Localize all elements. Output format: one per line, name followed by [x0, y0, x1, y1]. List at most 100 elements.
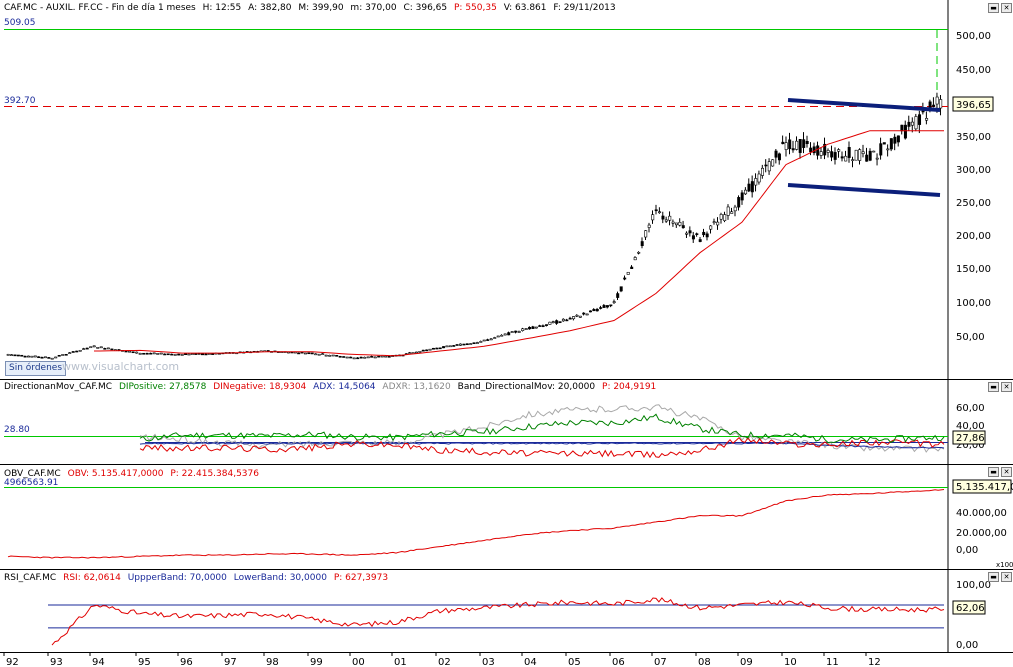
price-candle — [27, 355, 31, 358]
price-candle — [43, 356, 47, 359]
obv-pane-close-button[interactable]: ✕ — [1001, 467, 1012, 477]
price-candle — [830, 151, 834, 158]
price-candle — [138, 353, 142, 355]
last-price-box — [952, 96, 994, 112]
price-candle — [190, 353, 194, 355]
price-candle — [640, 241, 644, 246]
price-candle — [702, 231, 706, 236]
price-ytick: 150,00 — [956, 264, 991, 275]
price-candle — [623, 277, 627, 280]
dmi-last-label: 27,86 — [956, 433, 985, 444]
price-candle — [658, 211, 662, 214]
rsi-chart[interactable]: RSI_CAF.MC RSI: 62,0614 UppperBand: 70,0… — [0, 570, 1013, 653]
price-candle — [882, 142, 886, 145]
price-pane-close-button[interactable]: ✕ — [1001, 3, 1012, 13]
price-candle — [338, 355, 342, 358]
price-candle — [612, 301, 616, 303]
price-candle — [135, 351, 139, 354]
price-candle — [448, 345, 452, 348]
price-candle — [163, 353, 167, 356]
obv-last-label: 5.135.417,00 — [956, 482, 1013, 493]
price-candle — [16, 354, 20, 357]
price-candle — [805, 141, 809, 145]
price-candle — [681, 225, 685, 229]
price-candle — [479, 341, 483, 343]
price-ytick: 100,00 — [956, 298, 991, 309]
rsi-pane-close-button[interactable]: ✕ — [1001, 572, 1012, 582]
price-candle — [592, 309, 596, 312]
price-candle — [180, 354, 184, 356]
price-ytick: 250,00 — [956, 198, 991, 209]
dmi-chart[interactable]: DirectionanMov_CAF.MC DIPositive: 27,857… — [0, 380, 1013, 465]
dmi-ytick: 60,00 — [956, 403, 985, 414]
price-candle — [719, 214, 723, 220]
price-candle — [633, 257, 637, 261]
price-candle — [68, 352, 72, 354]
rsi-pane[interactable]: RSI_CAF.MC RSI: 62,0614 UppperBand: 70,0… — [0, 570, 1013, 653]
price-candle — [184, 353, 188, 356]
price-candle — [647, 224, 651, 228]
obv-pane[interactable]: OBV_CAF.MC OBV: 5.135.417,0000 P: 22.415… — [0, 465, 1013, 570]
price-candle — [921, 110, 925, 113]
price-chart[interactable]: CAF.MC - AUXIL. FF.CC - Fin de día 1 mes… — [0, 0, 1013, 380]
dmi-pane-close-button[interactable]: ✕ — [1001, 382, 1012, 392]
price-candle — [678, 221, 682, 226]
sin-ordenes-button[interactable]: Sin órdenes — [5, 361, 67, 376]
price-candle — [500, 334, 504, 337]
price-candle — [314, 353, 318, 356]
price-candle — [293, 351, 297, 354]
price-candle — [310, 352, 314, 355]
rsi-name: RSI_CAF.MC — [4, 573, 56, 583]
price-candle — [558, 321, 562, 323]
dmi-header: DirectionanMov_CAF.MC DIPositive: 27,857… — [4, 382, 656, 392]
price-pane[interactable]: CAF.MC - AUXIL. FF.CC - Fin de día 1 mes… — [0, 0, 1013, 380]
price-candle — [297, 352, 301, 355]
time-axis-label: 93 — [50, 657, 63, 667]
channel-top-line[interactable] — [787, 98, 941, 112]
dmi-pane-minimize-button[interactable]: ▬ — [988, 382, 999, 392]
price-candle — [110, 348, 114, 351]
price-candle — [910, 121, 914, 126]
dmi-pane[interactable]: DirectionanMov_CAF.MC DIPositive: 27,857… — [0, 380, 1013, 465]
time-axis-label: 03 — [482, 657, 495, 667]
channel-bottom-line[interactable] — [787, 183, 941, 197]
price-candle — [644, 230, 648, 238]
time-axis-label: 10 — [784, 657, 797, 667]
price-candle — [595, 309, 599, 312]
price-candle — [472, 342, 476, 345]
time-axis-label: 07 — [654, 657, 667, 667]
obv-pane-minimize-button[interactable]: ▬ — [988, 467, 999, 477]
price-candle — [359, 356, 363, 359]
price-candle — [331, 354, 335, 357]
price-candle — [545, 324, 549, 326]
price-candle — [777, 153, 781, 161]
dmi-ytick: 40,00 — [956, 421, 985, 432]
time-axis-label: 00 — [352, 657, 365, 667]
price-candle — [64, 354, 68, 356]
price-candle — [781, 141, 785, 145]
dmi-adxr: ADXR: 13,1620 — [382, 382, 451, 392]
price-candle — [754, 178, 758, 186]
price-candle — [744, 189, 748, 195]
price-candle — [85, 347, 89, 350]
price-candle — [798, 139, 802, 153]
price-candle — [764, 164, 768, 167]
price-candle — [345, 356, 349, 359]
price-candle — [903, 124, 907, 139]
price-pane-minimize-button[interactable]: ▬ — [988, 3, 999, 13]
price-candle — [166, 353, 170, 356]
price-candle — [844, 155, 848, 162]
price-candle — [840, 156, 844, 159]
price-candle — [524, 328, 528, 330]
price-candle — [872, 150, 876, 153]
price-candle — [716, 221, 720, 226]
price-candle — [455, 344, 459, 346]
price-candle — [757, 173, 761, 183]
rsi-last-label: 62,06 — [956, 603, 985, 614]
price-candle — [932, 104, 936, 107]
price-candle — [61, 354, 65, 356]
obv-chart[interactable]: OBV_CAF.MC OBV: 5.135.417,0000 P: 22.415… — [0, 465, 1013, 570]
rsi-pane-minimize-button[interactable]: ▬ — [988, 572, 999, 582]
price-candle — [47, 357, 51, 359]
price-candle — [510, 331, 514, 333]
